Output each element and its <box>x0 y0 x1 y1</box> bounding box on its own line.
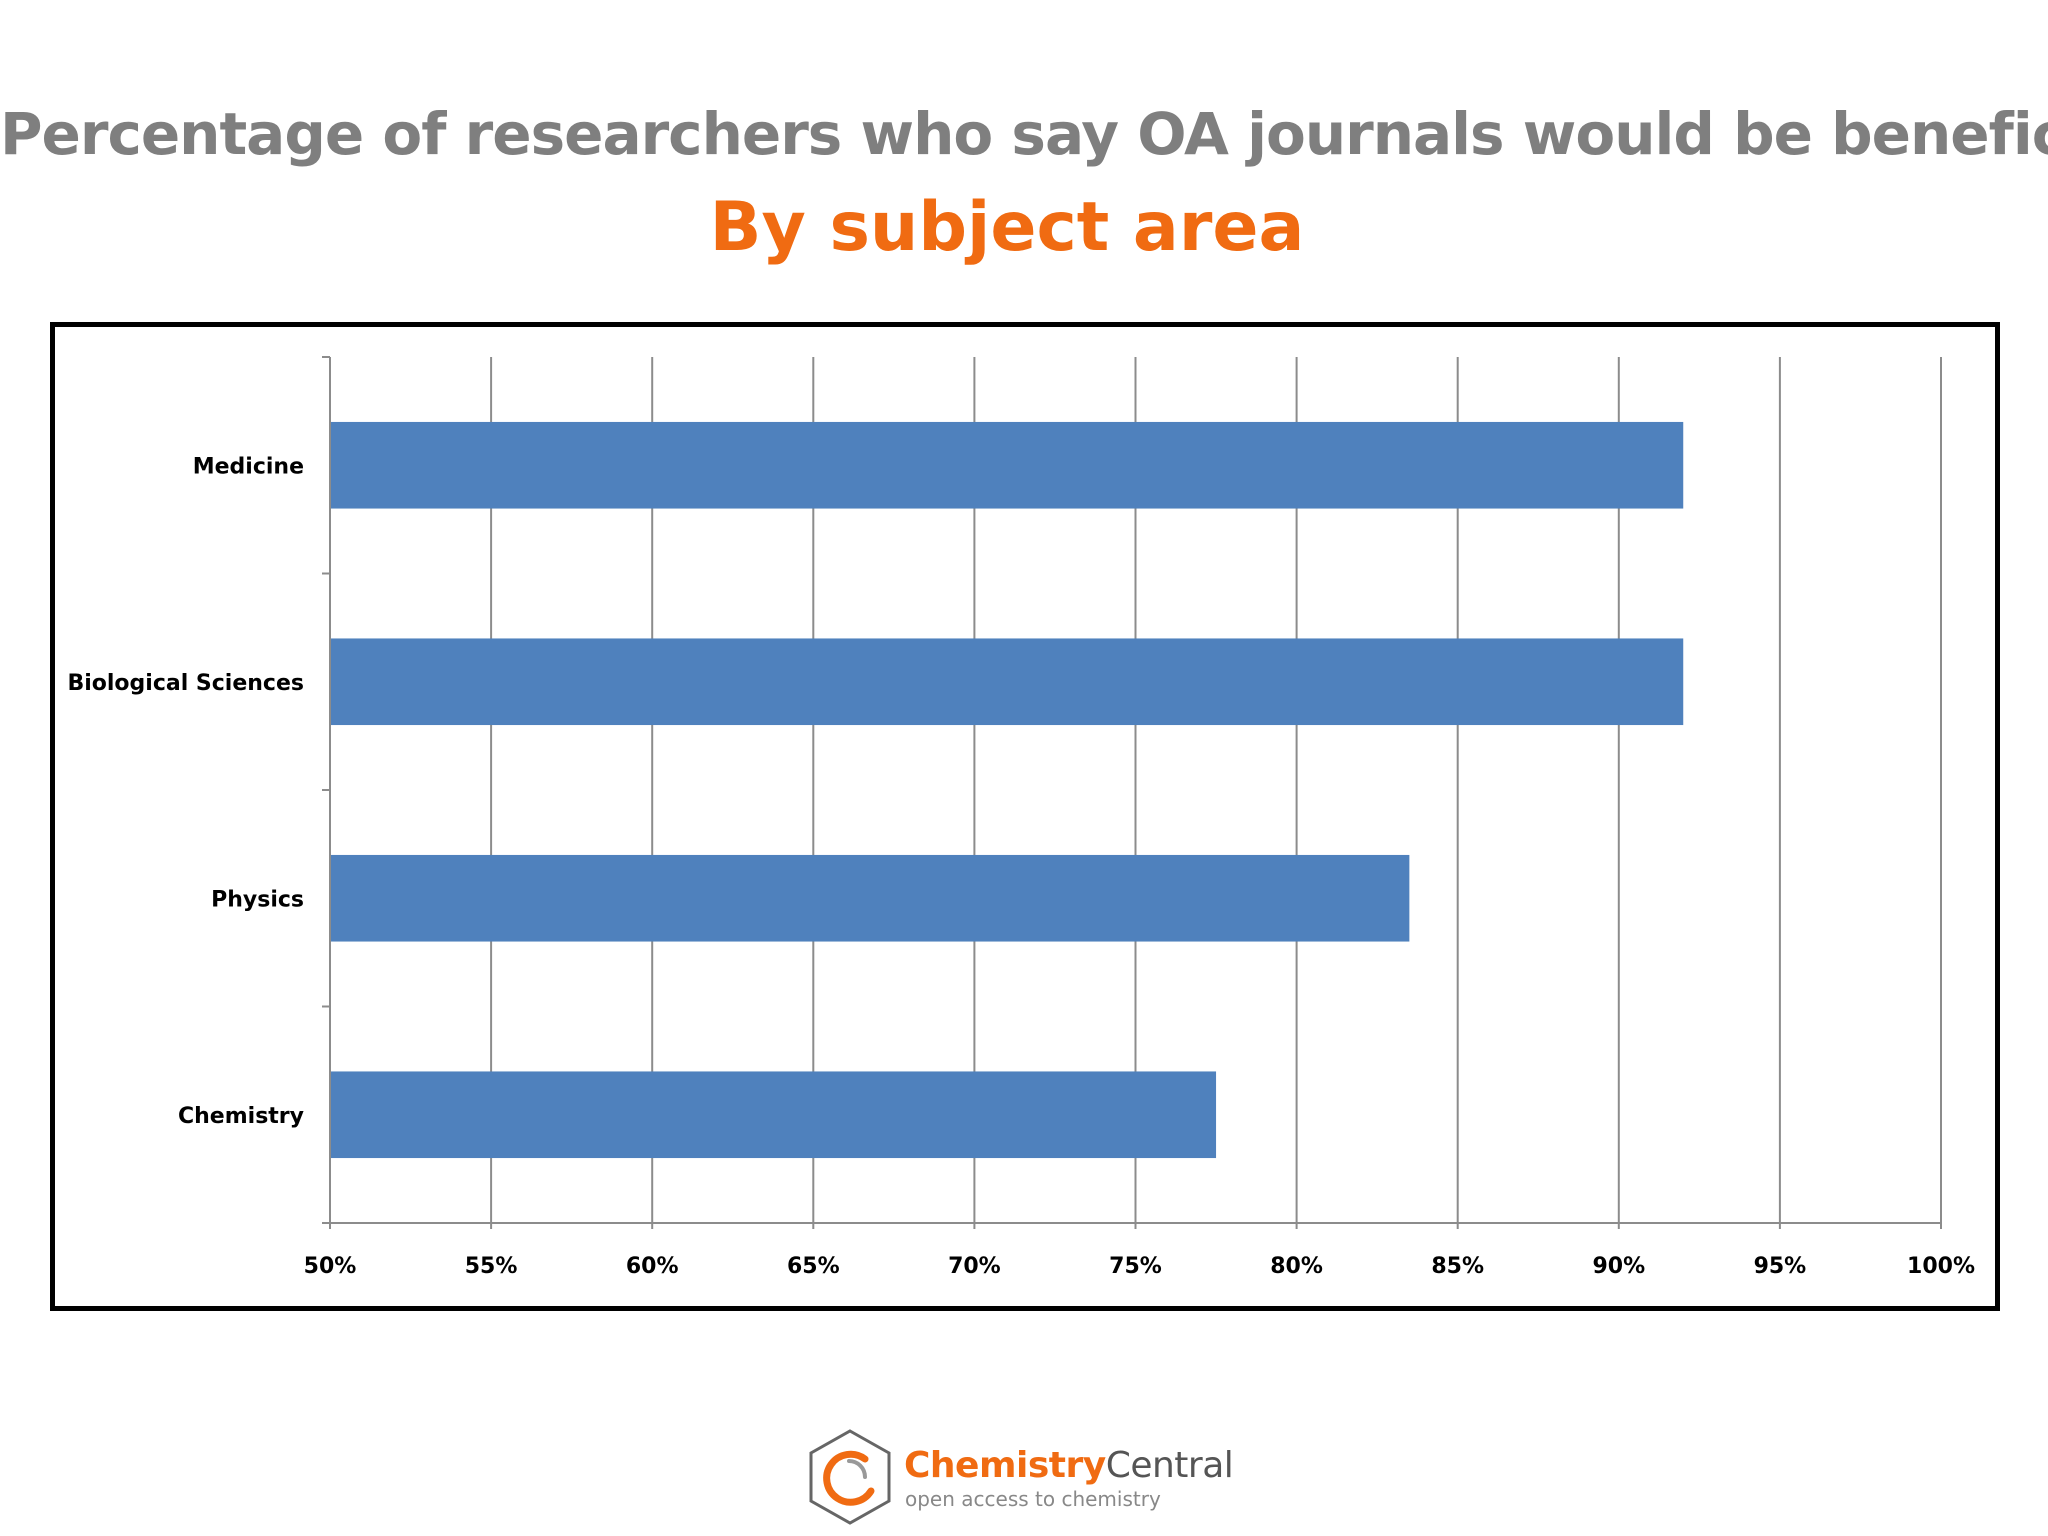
x-tick-label: 55% <box>465 1254 518 1279</box>
x-tick-label: 75% <box>1109 1254 1162 1279</box>
chart-title: Percentage of researchers who say OA jou… <box>0 100 2048 168</box>
logo-tagline: open access to chemistry <box>905 1487 1161 1511</box>
x-tick-label: 90% <box>1592 1254 1645 1279</box>
category-label: Chemistry <box>178 1104 304 1129</box>
bar-chart: 50% 55% 60% 65% 70% 75% 80% 85% 90% 95% 100% Medici… <box>67 356 1975 1279</box>
category-label: Medicine <box>193 454 304 479</box>
logo-wordmark-central: Central <box>1105 1445 1234 1486</box>
hexagon-logo-icon <box>809 1429 891 1525</box>
chart-subtitle: By subject area <box>709 188 1305 267</box>
x-tick-label: 95% <box>1754 1254 1807 1279</box>
logo-wordmark-chemistry: Chemistry <box>904 1445 1106 1486</box>
logo-wordmark: ChemistryCentral <box>904 1445 1234 1486</box>
x-tick-label: 80% <box>1270 1254 1323 1279</box>
bar <box>331 854 1410 942</box>
bar <box>331 638 1684 726</box>
chemistry-central-logo: ChemistryCentral open access to chemistr… <box>805 1425 1245 1531</box>
x-tick-label: 60% <box>626 1254 679 1279</box>
x-tick-label: 85% <box>1431 1254 1484 1279</box>
category-label: Physics <box>211 887 304 912</box>
x-tick-label: 50% <box>304 1254 357 1279</box>
x-tick-label: 70% <box>948 1254 1001 1279</box>
x-tick-label: 65% <box>787 1254 840 1279</box>
bar <box>331 1071 1217 1159</box>
chart-frame: 50% 55% 60% 65% 70% 75% 80% 85% 90% 95% 100% Medici… <box>50 322 2000 1311</box>
x-tick-label: 100% <box>1907 1254 1975 1279</box>
bar <box>331 421 1684 509</box>
category-label: Biological Sciences <box>67 671 304 696</box>
